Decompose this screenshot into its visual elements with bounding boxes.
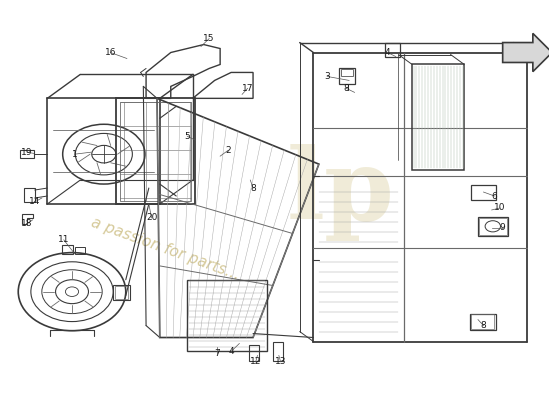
Text: 9: 9 xyxy=(500,224,505,232)
Bar xyxy=(62,245,73,254)
Text: 8: 8 xyxy=(250,184,256,192)
Bar xyxy=(24,188,35,202)
Bar xyxy=(412,64,464,170)
Text: 18: 18 xyxy=(21,220,33,228)
Text: lp: lp xyxy=(287,144,395,240)
Bar xyxy=(339,68,355,84)
Text: 4: 4 xyxy=(228,347,234,356)
Text: 6: 6 xyxy=(492,192,497,200)
Bar xyxy=(116,98,195,204)
Text: 8: 8 xyxy=(343,84,349,93)
Bar xyxy=(273,342,283,362)
Text: 2: 2 xyxy=(226,146,231,155)
Text: 10: 10 xyxy=(494,204,505,212)
Bar xyxy=(113,284,130,300)
Text: 4: 4 xyxy=(384,48,390,57)
Text: 13: 13 xyxy=(275,357,286,366)
Text: 11: 11 xyxy=(58,235,69,244)
Bar xyxy=(249,346,259,362)
Text: 1: 1 xyxy=(72,150,78,159)
Text: 8: 8 xyxy=(481,321,486,330)
Text: 17: 17 xyxy=(242,84,254,93)
Bar xyxy=(384,43,400,57)
Bar xyxy=(120,102,191,201)
Bar xyxy=(478,217,508,236)
Polygon shape xyxy=(503,33,550,72)
Bar xyxy=(470,314,496,330)
Text: 5: 5 xyxy=(184,132,190,141)
Bar xyxy=(471,185,496,200)
Bar xyxy=(341,69,353,76)
Text: 15: 15 xyxy=(204,34,215,43)
Bar xyxy=(471,314,494,329)
Bar xyxy=(479,218,507,235)
Bar xyxy=(75,247,85,254)
Text: 12: 12 xyxy=(250,357,261,366)
Bar xyxy=(20,150,34,158)
Text: 3: 3 xyxy=(324,72,330,81)
Text: 20: 20 xyxy=(146,214,157,222)
Text: 16: 16 xyxy=(104,48,116,57)
Text: 14: 14 xyxy=(29,198,40,206)
Text: 19: 19 xyxy=(21,148,33,157)
Bar xyxy=(187,280,267,352)
Text: a passion for parts...: a passion for parts... xyxy=(89,215,241,283)
Text: 7: 7 xyxy=(214,349,220,358)
Bar xyxy=(115,286,128,299)
